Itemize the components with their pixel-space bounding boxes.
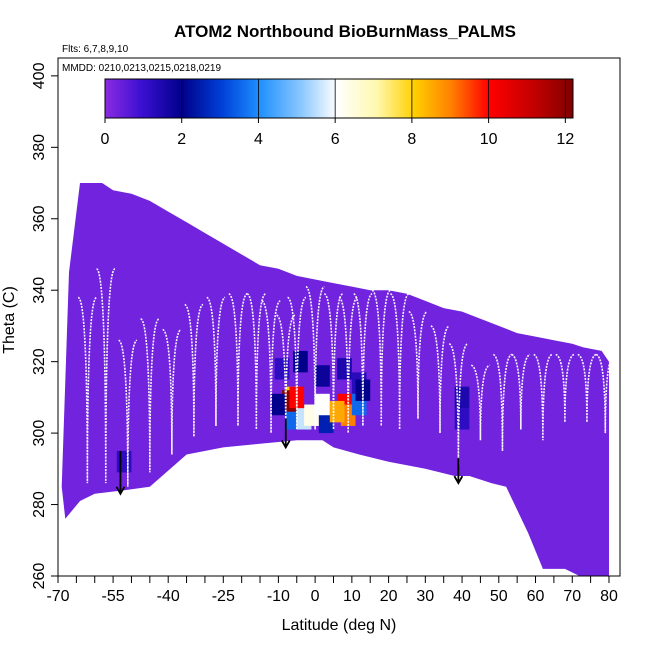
chart-title: ATOM2 Northbound BioBurnMass_PALMS — [174, 22, 516, 41]
flight-profile — [323, 292, 344, 430]
heatmap-cell — [454, 408, 470, 430]
arrow-head — [280, 439, 291, 450]
x-tick-label: 30 — [416, 588, 434, 605]
flight-profile — [206, 296, 226, 426]
flight-profile — [162, 328, 182, 455]
colorbar-tick-label: 4 — [254, 131, 263, 148]
flight-profile — [261, 300, 281, 434]
heatmap-cell — [274, 358, 290, 380]
flight-profile — [371, 289, 391, 426]
x-tick-label: 40 — [453, 588, 471, 605]
heatmap-cell — [289, 386, 305, 409]
y-tick-label: 340 — [31, 277, 48, 304]
y-tick-label: 400 — [31, 62, 48, 89]
flights-note: Flts: 6,7,8,9,10 — [62, 44, 129, 55]
x-tick-label: -55 — [102, 588, 125, 605]
flight-profile — [305, 285, 325, 430]
flight-profile — [595, 353, 615, 434]
flight-profile — [338, 296, 358, 434]
heatmap-cell — [116, 450, 132, 473]
arrow-head — [115, 486, 126, 496]
y-tick-label: 320 — [31, 348, 48, 375]
colorbar-tick-label: 12 — [556, 131, 574, 148]
y-tick-label: 280 — [31, 491, 48, 518]
colorbar-tick-label: 8 — [407, 131, 416, 148]
flight-profile-layer — [77, 267, 615, 487]
coverage-region — [61, 183, 609, 576]
y-tick-label: 380 — [31, 134, 48, 161]
x-tick-label: 70 — [563, 588, 581, 605]
heatmap-cell — [329, 400, 345, 423]
flight-profile — [184, 303, 204, 437]
flight-profile — [118, 339, 138, 487]
colorbar-ticks: 0 2 4 6 8 10 12 — [101, 79, 574, 148]
flight-profile — [533, 353, 553, 441]
heatmap-cell — [315, 365, 330, 387]
heatmap-cell — [271, 393, 286, 416]
colorbar — [105, 79, 573, 118]
x-axis-label: Latitude (deg N) — [282, 617, 397, 634]
x-axis: -70 -55 -40 -25 -10 0 10 20 30 40 50 60 70 80 — [46, 576, 618, 605]
heatmap-layer — [61, 183, 609, 576]
flight-profile — [389, 292, 410, 430]
flight-profile — [353, 292, 373, 426]
dates-note: MMDD: 0210,0213,0215,0218,0219 — [62, 63, 221, 74]
plot-frame — [57, 57, 621, 577]
y-axis-label: Theta (C) — [1, 286, 18, 354]
x-tick-label: 80 — [600, 588, 618, 605]
heatmap-cell — [454, 386, 470, 409]
x-tick-label: 50 — [490, 588, 508, 605]
flight-profile — [96, 267, 116, 484]
flight-profile — [77, 296, 98, 484]
x-tick-label: 60 — [527, 588, 545, 605]
x-tick-label: 0 — [311, 588, 320, 605]
flight-profile — [246, 292, 267, 430]
y-axis: 260 280 300 320 340 360 380 400 — [31, 62, 58, 589]
y-tick-label: 300 — [31, 420, 48, 447]
colorbar-tick-label: 2 — [177, 131, 186, 148]
flight-profile — [511, 353, 531, 430]
flight-profile — [140, 318, 160, 473]
x-tick-label: 20 — [380, 588, 398, 605]
arrow-layer — [115, 418, 464, 496]
colorbar-tick-label: 6 — [331, 131, 340, 148]
y-tick-label: 260 — [31, 563, 48, 590]
flight-profile — [228, 292, 248, 426]
arrow-head — [453, 475, 464, 485]
x-tick-label: -10 — [267, 588, 290, 605]
x-tick-label: -40 — [157, 588, 180, 605]
colorbar-tick-label: 0 — [101, 131, 110, 148]
flight-profile — [470, 364, 491, 441]
y-tick-label: 360 — [31, 205, 48, 232]
heatmap-cell — [315, 393, 330, 416]
x-tick-label: -70 — [46, 588, 69, 605]
x-tick-label: 10 — [343, 588, 361, 605]
flight-profile — [492, 353, 513, 451]
colorbar-tick-label: 10 — [480, 131, 498, 148]
x-tick-label: -25 — [212, 588, 235, 605]
flight-profile — [287, 296, 307, 430]
